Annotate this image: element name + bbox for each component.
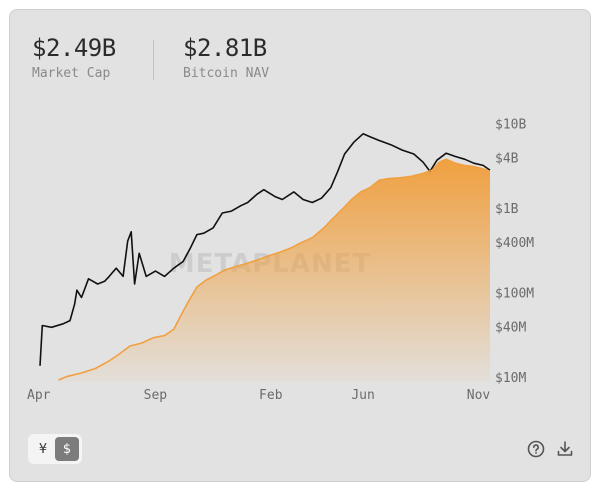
x-tick-label: Jun	[351, 388, 374, 403]
x-tick-label: Feb	[259, 388, 283, 403]
help-icon[interactable]	[526, 439, 546, 459]
market-cap-value: $2.49B	[32, 34, 116, 62]
y-tick-label: $400M	[495, 236, 534, 251]
chart-card: $2.49B Market Cap $2.81B Bitcoin NAV MET…	[9, 9, 591, 482]
currency-toggle[interactable]: ¥ $	[28, 434, 82, 464]
metric-divider	[153, 40, 154, 80]
y-tick-label: $1B	[495, 202, 519, 217]
y-tick-label: $10B	[495, 118, 526, 133]
bitcoin-nav-label: Bitcoin NAV	[183, 66, 270, 81]
download-icon[interactable]	[555, 439, 575, 459]
market-cap-metric: $2.49B Market Cap	[32, 34, 116, 81]
x-tick-label: Apr	[27, 388, 51, 403]
currency-usd-button[interactable]: $	[55, 437, 79, 461]
market-cap-line	[39, 133, 491, 366]
y-tick-label: $4B	[495, 151, 519, 166]
x-tick-label: Nov	[467, 388, 491, 403]
currency-yen-button[interactable]: ¥	[38, 441, 48, 457]
y-tick-label: $100M	[495, 287, 534, 302]
price-chart[interactable]: METAPLANET $10B$4B$1B$400M$100M$40M$10M …	[10, 10, 590, 410]
y-tick-label: $40M	[495, 320, 526, 335]
bitcoin-nav-metric: $2.81B Bitcoin NAV	[183, 34, 269, 81]
market-cap-label: Market Cap	[32, 66, 111, 81]
y-tick-label: $10M	[495, 371, 526, 386]
bitcoin-nav-area	[58, 159, 490, 382]
x-tick-label: Sep	[144, 388, 168, 403]
bitcoin-nav-line	[58, 158, 491, 381]
bitcoin-nav-value: $2.81B	[183, 34, 267, 62]
